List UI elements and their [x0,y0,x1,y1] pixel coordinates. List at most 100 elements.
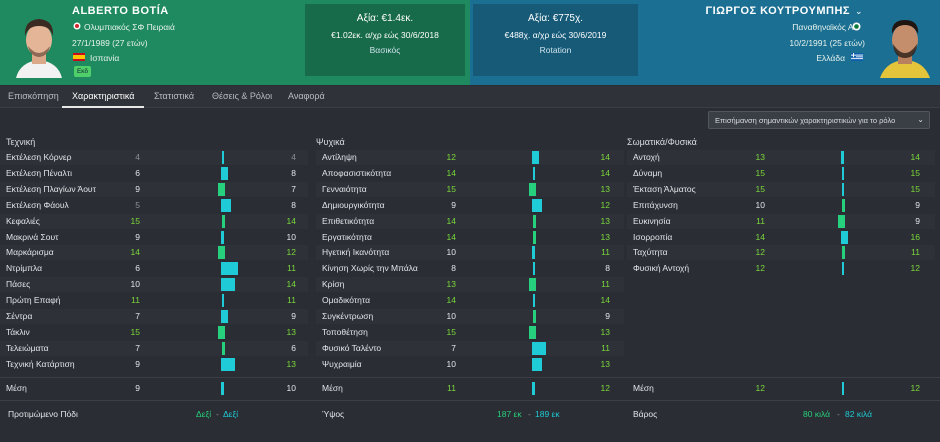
right-player-name[interactable]: ΓΙΩΡΓΟΣ ΚΟΥΤΡΟΥΜΠΗΣ [705,5,850,17]
right-player-avatar[interactable] [876,8,934,78]
attribute-name: Εκτέλεση Κόρνερ [6,152,72,162]
attribute-diff-bar-right [532,382,536,395]
comparison-header: ALBERTO BOTÍA Ολυμπιακός ΣΦ Πειραιά 27/1… [0,0,940,85]
weight-label: Βάρος [633,409,658,419]
left-value-title: Αξία: €1.4εκ. [356,13,414,24]
attribute-name: Εκτέλεση Φάουλ [6,199,69,210]
attribute-value-left: 12 [755,263,765,274]
attribute-value-right: 9 [915,215,920,226]
attribute-value-right: 11 [601,247,610,258]
attribute-diff-bar-right [532,198,543,212]
attribute-diff-bar-equal [533,294,535,308]
attribute-row: Τοποθέτηση 15 13 [316,325,624,340]
tab-attributes[interactable]: Χαρακτηριστικά [72,91,135,101]
attribute-value-left: 7 [451,342,456,353]
attribute-name: Κεφαλιές [6,215,40,226]
attribute-diff-bar-equal [222,294,224,308]
divider [0,400,940,401]
tab-report[interactable]: Αναφορά [288,91,325,101]
attribute-diff-bar-left [532,310,536,323]
attribute-value-left: 15 [130,215,140,226]
attribute-value-right: 7 [291,183,296,194]
attribute-value-right: 11 [287,263,296,274]
attribute-value-left: 6 [135,167,140,178]
attribute-value-right: 12 [910,263,920,274]
attribute-value-left: 14 [446,167,456,178]
tab-statistics[interactable]: Στατιστικά [154,91,195,101]
role-highlight-dropdown-label: Επισήμανση σημαντικών χαρακτηριστικών γι… [715,116,896,125]
preferred-foot-right: Δεξί [223,409,239,419]
weight-left: 80 κιλά [803,409,830,419]
attribute-name: Ισορροπία [633,231,673,242]
weight-right: 82 κιλά [845,409,872,419]
attribute-value-right: 15 [910,167,920,178]
attribute-value-right: 14 [600,295,610,306]
right-value-wage: €488χ. α/χρ εώς 30/6/2019 [504,30,607,40]
chevron-down-icon[interactable]: ⌄ [855,6,863,16]
height-label: Ύψος [322,409,345,419]
left-player-name[interactable]: ALBERTO BOTÍA [72,5,169,17]
attribute-value-left: 10 [446,247,456,258]
attribute-name: Μέση [322,383,343,393]
attribute-name: Αποφασιστικότητα [322,167,392,178]
attribute-value-right: 14 [600,167,610,178]
attribute-value-right: 13 [600,358,610,369]
attribute-value-right: 11 [911,247,920,258]
attribute-diff-bar-left [532,214,536,228]
attribute-row: Εκτέλεση Πλαγίων Άουτ 9 7 [0,181,308,197]
attribute-diff-bar-equal [842,382,844,395]
attribute-value-right: 11 [601,342,610,353]
attribute-value-right: 10 [286,383,296,393]
attribute-diff-bar-right [532,151,539,164]
attribute-diff-bar-left [838,214,845,228]
attribute-value-left: 14 [446,295,456,306]
left-value-role: Βασικός [369,45,401,55]
height-dash: - [528,409,531,419]
attribute-name: Ομαδικότητα [322,295,371,306]
attribute-diff-bar-left [529,278,536,292]
attribute-row: Φυσικό Ταλέντο 7 11 [316,340,624,356]
attribute-diff-bar-right [532,246,536,260]
attribute-value-right: 6 [291,342,296,353]
attribute-value-left: 7 [135,342,140,353]
section-title-mental: Ψυχικά [316,137,345,147]
attribute-value-right: 13 [286,358,296,369]
attribute-diff-bar-right [221,382,225,395]
attribute-name: Μαρκάρισμα [6,247,54,258]
attribute-name: Ταχύτητα [633,247,668,258]
section-title-technical: Τεχνική [6,137,36,147]
left-player-avatar[interactable] [10,8,68,78]
attribute-value-left: 9 [135,383,140,393]
attribute-value-right: 16 [910,231,920,242]
attribute-value-right: 12 [286,247,296,258]
attribute-value-left: 9 [135,183,140,194]
attribute-diff-bar-right [221,278,235,292]
attribute-value-left: 15 [446,183,456,194]
attribute-name: Μέση [6,383,27,393]
attribute-row: Κεφαλιές 15 14 [0,213,308,229]
average-row: Μέση 9 10 [0,381,308,396]
attribute-value-left: 14 [755,231,765,242]
section-title-physical: Σωματικά/Φυσικά [627,137,697,147]
attribute-row: Τάκλιν 15 13 [0,325,308,340]
left-player-club[interactable]: Ολυμπιακός ΣΦ Πειραιά [84,22,175,32]
attribute-value-right: 13 [600,215,610,226]
attribute-value-right: 9 [605,311,610,321]
attribute-diff-bar-left [218,182,225,196]
weight-dash: - [837,409,840,419]
attribute-value-right: 14 [910,152,920,162]
attribute-value-right: 14 [600,152,610,162]
role-highlight-dropdown[interactable]: Επισήμανση σημαντικών χαρακτηριστικών γι… [708,111,930,129]
attribute-value-left: 10 [130,279,140,290]
attribute-name: Ντρίμπλα [6,263,43,274]
attribute-value-right: 14 [286,215,296,226]
attribute-row: Μακρινά Σουτ 9 10 [0,230,308,245]
attribute-value-left: 6 [135,263,140,274]
attribute-row: Κρίση 13 11 [316,277,624,293]
attribute-row: Σέντρα 7 9 [0,309,308,324]
attribute-name: Επιτάχυνση [633,199,678,210]
attribute-name: Κρίση [322,279,345,290]
tab-overview[interactable]: Επισκόπηση [8,91,59,101]
tab-positions-roles[interactable]: Θέσεις & Ρόλοι [212,91,273,101]
right-player-club[interactable]: Παναθηναϊκός ΑΟ [792,22,860,32]
